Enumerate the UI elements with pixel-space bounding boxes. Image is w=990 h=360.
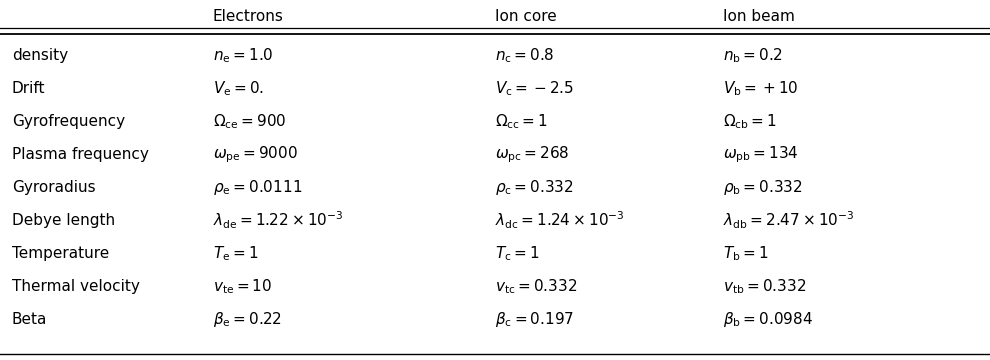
- Text: Ion beam: Ion beam: [723, 9, 795, 24]
- Text: $\Omega_{\mathrm{cc}} = 1$: $\Omega_{\mathrm{cc}} = 1$: [495, 112, 548, 131]
- Text: Debye length: Debye length: [12, 213, 115, 228]
- Text: Ion core: Ion core: [495, 9, 556, 24]
- Text: $V_{\mathrm{e}} = 0.$: $V_{\mathrm{e}} = 0.$: [213, 80, 264, 98]
- Text: $\lambda_{\mathrm{de}} = 1.22 \times 10^{-3}$: $\lambda_{\mathrm{de}} = 1.22 \times 10^…: [213, 210, 344, 231]
- Text: $\beta_{\mathrm{c}} = 0.197$: $\beta_{\mathrm{c}} = 0.197$: [495, 310, 574, 329]
- Text: Temperature: Temperature: [12, 246, 109, 261]
- Text: $\omega_{\mathrm{pb}} = 134$: $\omega_{\mathrm{pb}} = 134$: [723, 144, 798, 165]
- Text: $v_{\mathrm{tb}} = 0.332$: $v_{\mathrm{tb}} = 0.332$: [723, 277, 806, 296]
- Text: $\rho_{\mathrm{c}} = 0.332$: $\rho_{\mathrm{c}} = 0.332$: [495, 178, 574, 197]
- Text: $\omega_{\mathrm{pe}} = 9000$: $\omega_{\mathrm{pe}} = 9000$: [213, 144, 298, 165]
- Text: Electrons: Electrons: [213, 9, 284, 24]
- Text: $v_{\mathrm{te}} = 10$: $v_{\mathrm{te}} = 10$: [213, 277, 272, 296]
- Text: $T_{\mathrm{e}} = 1$: $T_{\mathrm{e}} = 1$: [213, 244, 258, 263]
- Text: $v_{\mathrm{tc}} = 0.332$: $v_{\mathrm{tc}} = 0.332$: [495, 277, 577, 296]
- Text: $\omega_{\mathrm{pc}} = 268$: $\omega_{\mathrm{pc}} = 268$: [495, 144, 569, 165]
- Text: Gyroradius: Gyroradius: [12, 180, 95, 195]
- Text: Drift: Drift: [12, 81, 46, 96]
- Text: Thermal velocity: Thermal velocity: [12, 279, 140, 294]
- Text: $\lambda_{\mathrm{db}} = 2.47 \times 10^{-3}$: $\lambda_{\mathrm{db}} = 2.47 \times 10^…: [723, 210, 854, 231]
- Text: Plasma frequency: Plasma frequency: [12, 147, 148, 162]
- Text: $n_{\mathrm{c}} = 0.8$: $n_{\mathrm{c}} = 0.8$: [495, 46, 554, 65]
- Text: density: density: [12, 48, 68, 63]
- Text: $V_{\mathrm{b}} = +10$: $V_{\mathrm{b}} = +10$: [723, 80, 798, 98]
- Text: $V_{\mathrm{c}} = -2.5$: $V_{\mathrm{c}} = -2.5$: [495, 80, 574, 98]
- Text: Beta: Beta: [12, 312, 48, 327]
- Text: $\beta_{\mathrm{e}} = 0.22$: $\beta_{\mathrm{e}} = 0.22$: [213, 310, 282, 329]
- Text: $T_{\mathrm{c}} = 1$: $T_{\mathrm{c}} = 1$: [495, 244, 540, 263]
- Text: $\Omega_{\mathrm{cb}} = 1$: $\Omega_{\mathrm{cb}} = 1$: [723, 112, 776, 131]
- Text: $n_{\mathrm{e}} = 1.0$: $n_{\mathrm{e}} = 1.0$: [213, 46, 273, 65]
- Text: Gyrofrequency: Gyrofrequency: [12, 114, 125, 129]
- Text: $T_{\mathrm{b}} = 1$: $T_{\mathrm{b}} = 1$: [723, 244, 768, 263]
- Text: $\rho_{\mathrm{e}} = 0.0111$: $\rho_{\mathrm{e}} = 0.0111$: [213, 178, 302, 197]
- Text: $\Omega_{\mathrm{ce}} = 900$: $\Omega_{\mathrm{ce}} = 900$: [213, 112, 286, 131]
- Text: $\lambda_{\mathrm{dc}} = 1.24 \times 10^{-3}$: $\lambda_{\mathrm{dc}} = 1.24 \times 10^…: [495, 210, 625, 231]
- Text: $\rho_{\mathrm{b}} = 0.332$: $\rho_{\mathrm{b}} = 0.332$: [723, 178, 803, 197]
- Text: $\beta_{\mathrm{b}} = 0.0984$: $\beta_{\mathrm{b}} = 0.0984$: [723, 310, 813, 329]
- Text: $n_{\mathrm{b}} = 0.2$: $n_{\mathrm{b}} = 0.2$: [723, 46, 782, 65]
